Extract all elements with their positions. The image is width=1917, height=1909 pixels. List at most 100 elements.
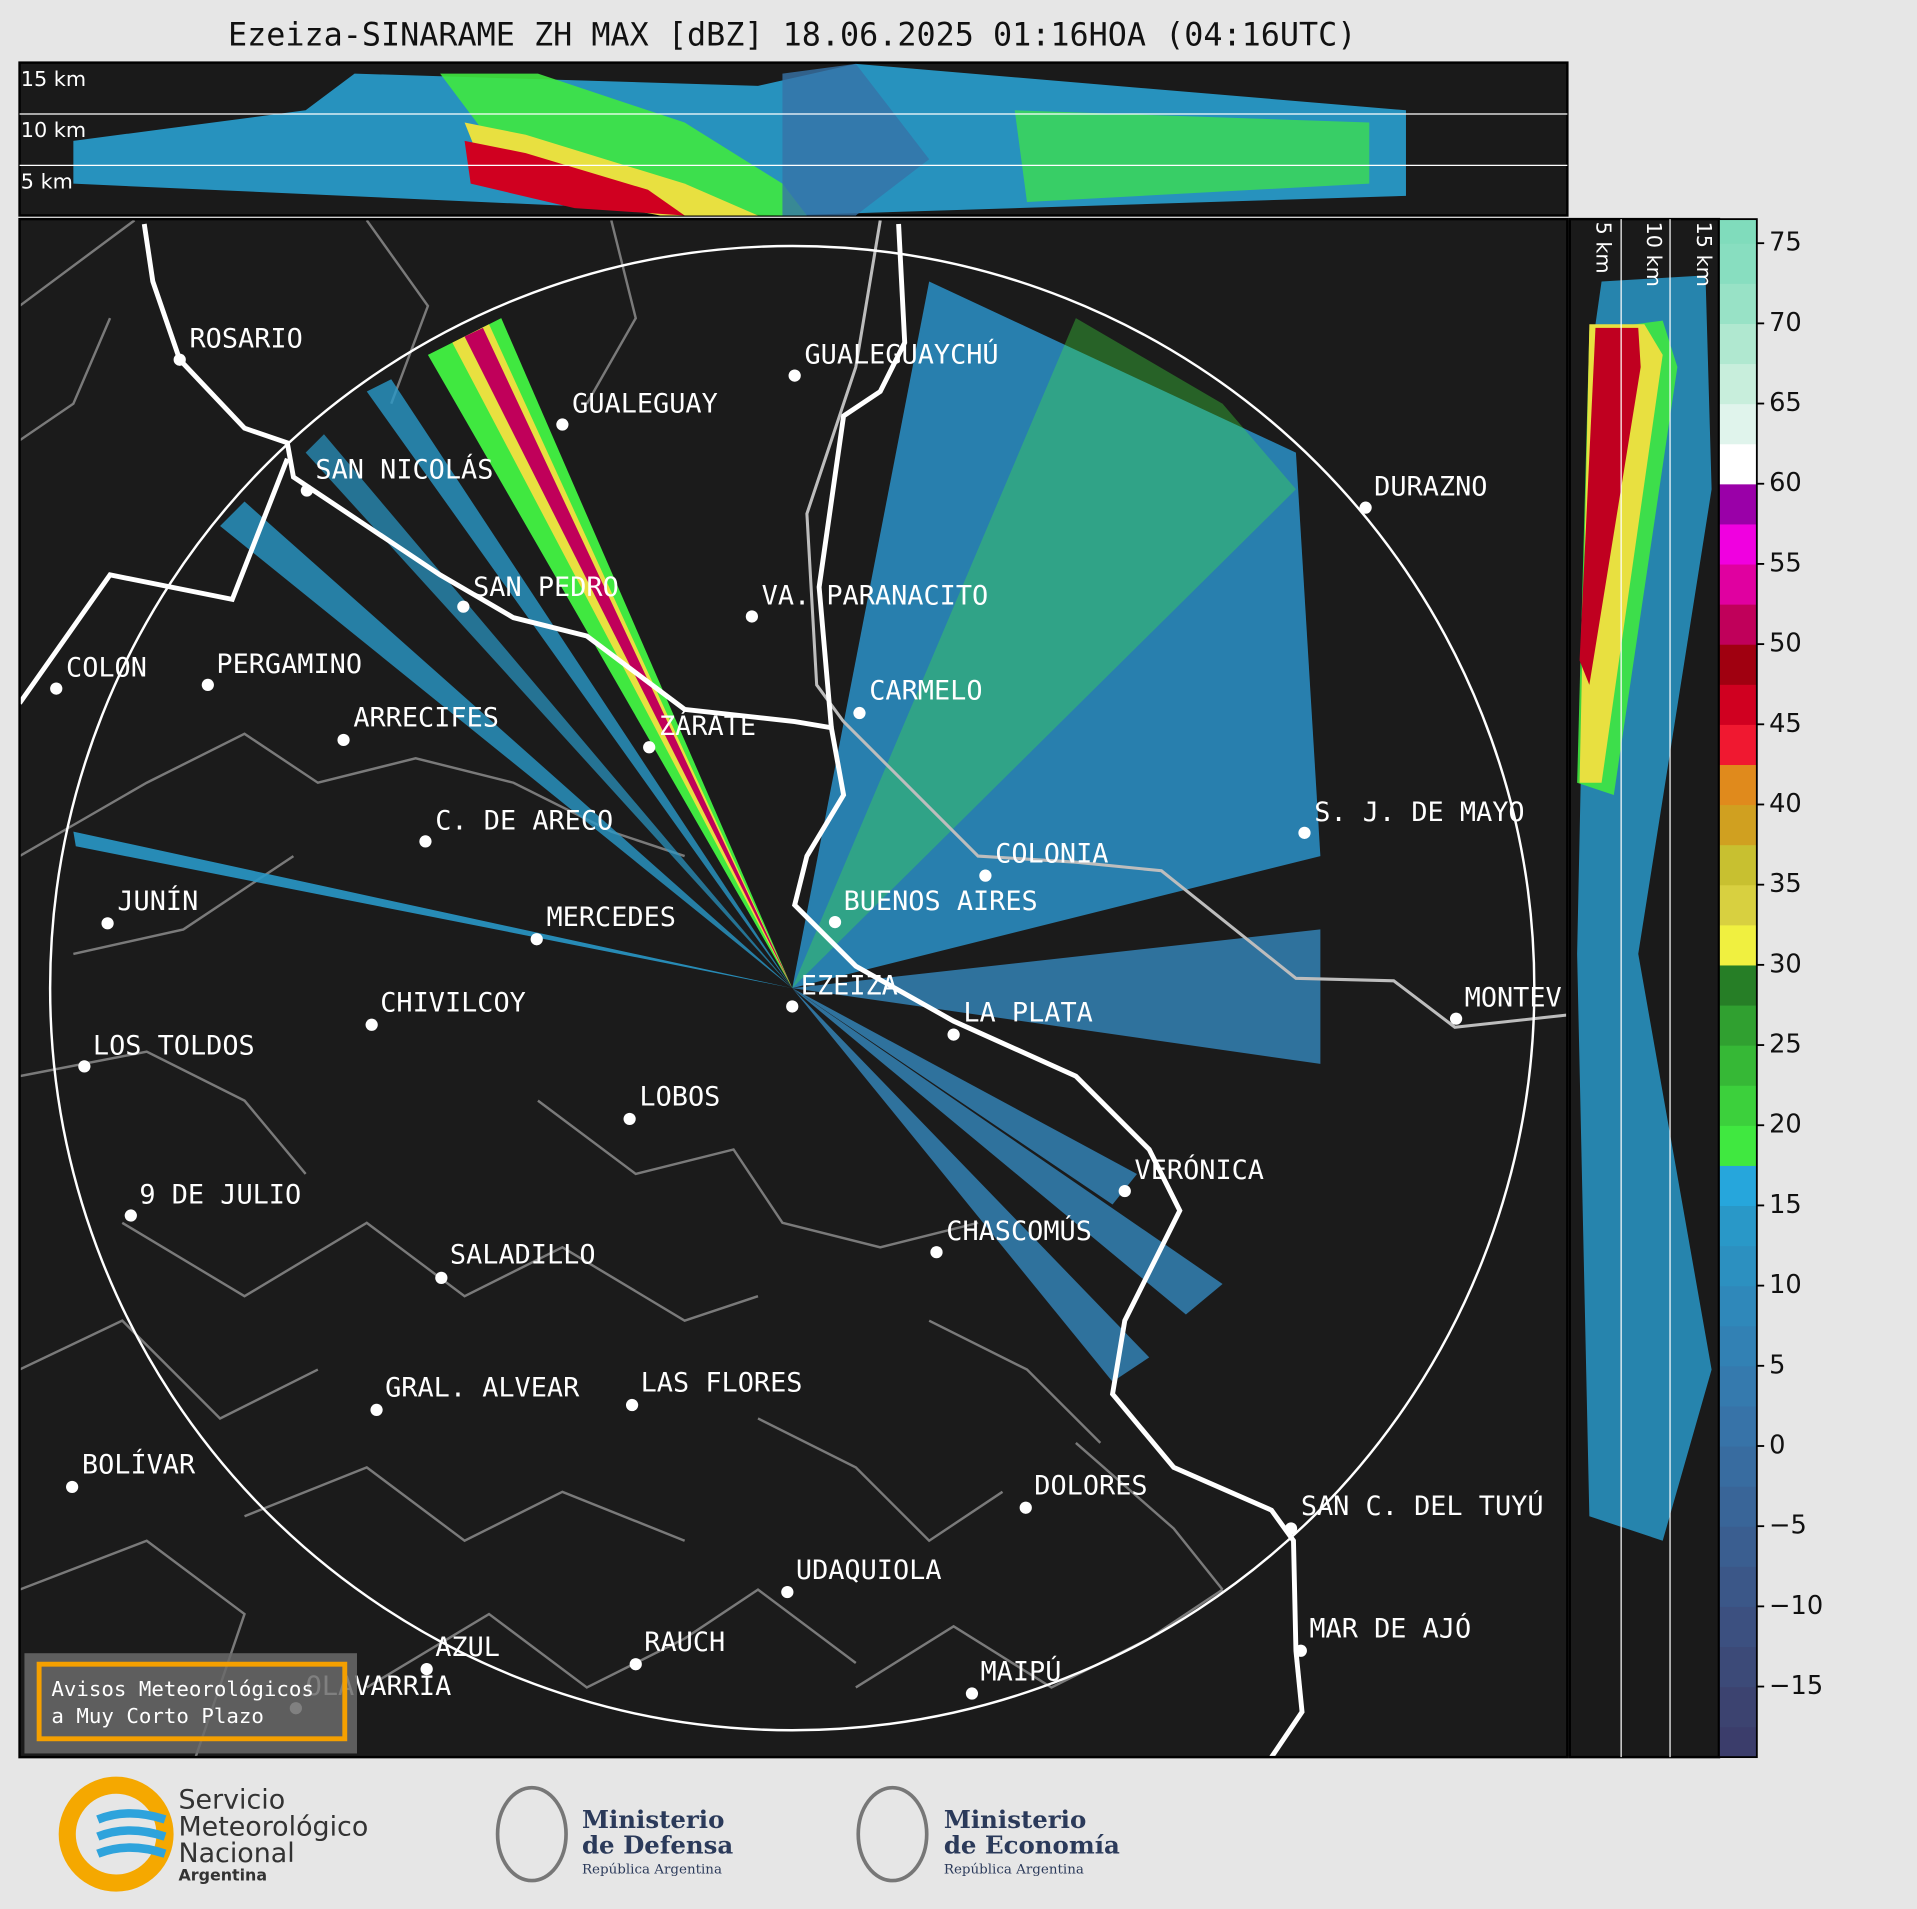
colorbar-segment [1718, 964, 1757, 1006]
colorbar-segment [1718, 1566, 1757, 1607]
city-marker [930, 1246, 943, 1259]
height-label: 15 km [1692, 222, 1716, 287]
city-marker [623, 1112, 636, 1126]
city-marker [419, 835, 432, 848]
smn-waves [96, 1809, 167, 1858]
colorbar-tick-label: 55 [1769, 548, 1802, 578]
city-label: LOBOS [639, 1082, 720, 1113]
colorbar-segment [1718, 1325, 1757, 1367]
colorbar-segment [1718, 1165, 1757, 1207]
range-ring [48, 244, 1536, 1732]
city-label: RAUCH [644, 1627, 725, 1658]
city-marker [201, 678, 214, 692]
colorbar-tick-label: 15 [1769, 1190, 1802, 1220]
coat-of-arms [856, 1785, 929, 1883]
colorbar-tick-label: −15 [1769, 1671, 1823, 1701]
city-label: DURAZNO [1374, 472, 1487, 503]
city-marker [1449, 1012, 1463, 1025]
city-marker [629, 1658, 642, 1671]
city-marker [643, 741, 656, 754]
city-label: 9 DE JULIO [139, 1179, 301, 1210]
coat-of-arms [495, 1785, 568, 1883]
colorbar-tick-label: 25 [1769, 1030, 1802, 1060]
colorbar-tick-label: 0 [1769, 1430, 1785, 1460]
height-label: 5 km [21, 170, 73, 194]
city-marker [66, 1480, 79, 1494]
city-marker [420, 1662, 433, 1676]
economia-logo: Ministerio de Economía República Argenti… [856, 1785, 1120, 1883]
footer-text: Servicio [178, 1784, 285, 1815]
colorbar-tick-label: 10 [1769, 1270, 1802, 1300]
city-marker [625, 1398, 639, 1412]
city-marker [786, 1000, 799, 1013]
city-label: SAN PEDRO [473, 572, 619, 603]
city-label: MAR DE AJÓ [1309, 1612, 1471, 1644]
colorbar-tick-label: 40 [1769, 789, 1802, 819]
colorbar-segment [1718, 884, 1757, 926]
city-label: LA PLATA [963, 997, 1092, 1028]
city-marker [78, 1060, 91, 1073]
city-label: S. J. DE MAYO [1314, 797, 1524, 828]
title: Ezeiza-SINARAME ZH MAX [dBZ] 18.06.2025 … [228, 18, 1356, 54]
city-label: BUENOS AIRES [844, 886, 1038, 917]
colorbar-segment [1718, 1205, 1757, 1247]
height-label: 10 km [21, 118, 86, 142]
colorbar-segment [1718, 283, 1757, 324]
city-marker [101, 917, 114, 930]
city-label: COLON [66, 653, 147, 684]
city-marker [947, 1028, 960, 1041]
footer-text: República Argentina [944, 1862, 1084, 1877]
city-marker [979, 869, 992, 882]
notice-text: a Muy Corto Plazo [51, 1704, 264, 1728]
colorbar-segment [1718, 1405, 1757, 1447]
footer-text: Argentina [178, 1866, 267, 1885]
footer-text: Meteorológico [178, 1811, 368, 1842]
colorbar-segment [1718, 1646, 1757, 1688]
city-marker [337, 733, 350, 747]
colorbar-tick-label: −10 [1769, 1591, 1823, 1621]
colorbar-tick-label: 35 [1769, 869, 1802, 899]
city-label: COLONIA [995, 838, 1108, 869]
colorbar-segment [1718, 323, 1757, 365]
colorbar-segment [1718, 403, 1757, 445]
city-label: CHASCOMÚS [946, 1215, 1092, 1247]
city-marker [556, 418, 569, 431]
city-label: C. DE ARECO [435, 805, 613, 836]
city-label: LOS TOLDOS [93, 1030, 255, 1061]
city-label: BOLÍVAR [82, 1449, 196, 1481]
colorbar-segment [1718, 219, 1757, 244]
city-marker [370, 1403, 383, 1417]
city-label: VERÓNICA [1135, 1154, 1264, 1186]
city-label: MONTEV [1465, 983, 1562, 1014]
colorbar-segment [1718, 1285, 1757, 1327]
city-label: PERGAMINO [216, 649, 362, 680]
colorbar-tick-label: 60 [1769, 468, 1802, 498]
city-marker [965, 1687, 979, 1700]
city-label: SAN NICOLÁS [315, 453, 493, 485]
footer-text: de Defensa [582, 1831, 733, 1860]
city-label: GUALEGUAY [572, 388, 718, 419]
colorbar-segment [1718, 1486, 1757, 1527]
side-panel: 5 km 10 km 15 km [1568, 217, 1721, 1759]
city-label: ARRECIFES [353, 703, 499, 734]
colorbar-segment [1718, 363, 1757, 405]
city-marker [745, 610, 758, 623]
colorbar-segment [1718, 1365, 1757, 1407]
defensa-logo: Ministerio de Defensa República Argentin… [495, 1785, 733, 1883]
notice-box: Avisos Meteorológicos a Muy Corto Plazo [24, 1653, 357, 1754]
colorbar-segment [1718, 443, 1757, 485]
city-marker [300, 484, 313, 497]
colorbar-segment [1718, 724, 1757, 766]
colorbar-segment [1718, 563, 1757, 605]
map-border [18, 217, 1569, 1759]
height-label: 5 km [1592, 222, 1616, 274]
city-marker [828, 915, 842, 929]
city-marker [788, 369, 801, 382]
city-marker [1118, 1184, 1131, 1198]
colorbar-tick-label: 30 [1769, 949, 1802, 979]
colorbar-segment [1718, 483, 1757, 525]
colorbar-segment [1718, 1085, 1757, 1126]
top-panel: 15 km 10 km 5 km [18, 61, 1569, 217]
